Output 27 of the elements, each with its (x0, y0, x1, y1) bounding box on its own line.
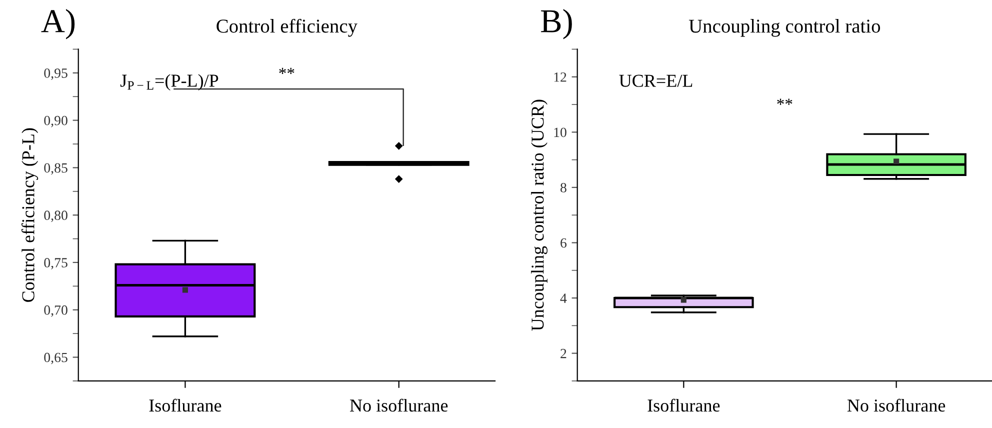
y-tick-label: 0,80 (44, 210, 68, 222)
y-tick-label: 12 (554, 72, 566, 82)
annotation: ** (279, 68, 294, 74)
y-axis-title: Control efficiency (P-L) (21, 128, 38, 302)
chart-title: Control efficiency (216, 18, 358, 37)
x-tick-label: No isoflurane (847, 398, 946, 412)
y-tick-label: 0,85 (44, 163, 68, 175)
annotation: J$_{P−L}$=(P-L)/P (120, 74, 218, 90)
annotation: UCR=E/L (619, 74, 692, 87)
y-tick-label: 10 (554, 128, 566, 138)
y-axis-title: Uncoupling control ratio (UCR) (531, 100, 548, 331)
chart-title: Uncoupling control ratio (688, 19, 880, 37)
y-tick-label: 0,95 (44, 68, 68, 80)
y-tick-label: 4 (560, 294, 567, 303)
annotation: ** (777, 98, 792, 105)
y-tick-label: 0,75 (44, 258, 68, 270)
y-tick-label: 8 (560, 183, 566, 192)
text: B) (540, 9, 572, 40)
y-tick-label: 0,65 (44, 352, 68, 364)
y-tick-label: 2 (560, 348, 566, 358)
x-tick-label: Isoflurane (648, 398, 720, 412)
y-tick-label: 6 (560, 238, 567, 248)
x-tick-label: No isoflurane (350, 398, 448, 412)
x-tick-label: Isoflurane (149, 398, 222, 412)
text: A) (41, 9, 75, 40)
y-tick-label: 0,90 (44, 116, 68, 128)
y-tick-label: 0,70 (44, 305, 68, 317)
